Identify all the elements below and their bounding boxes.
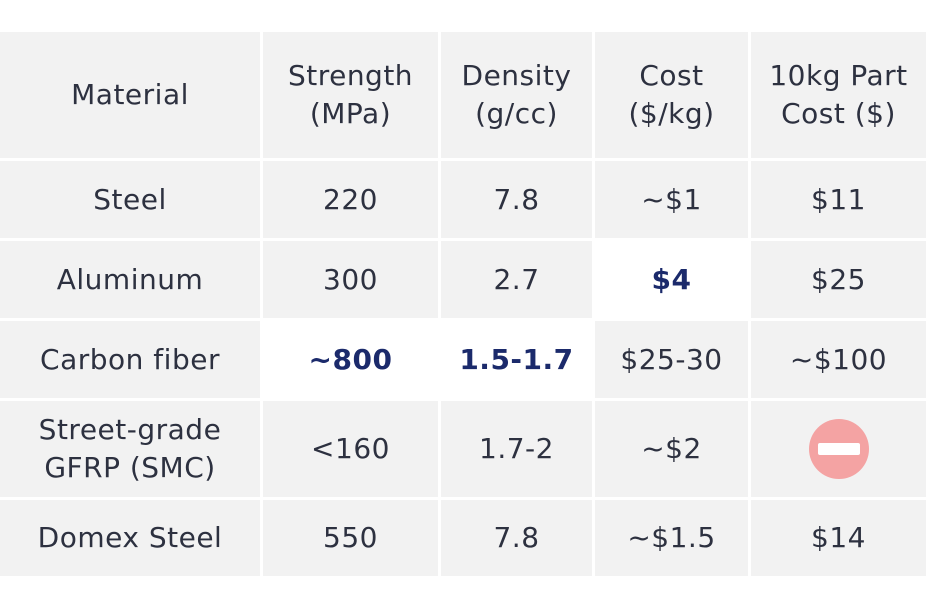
cell-text: <160: [311, 432, 390, 465]
cell-text: 1.5-1.7: [459, 342, 574, 376]
cell-text: 7.8: [493, 521, 540, 554]
no-entry-icon: [808, 419, 869, 479]
cell-text: $14: [811, 521, 866, 554]
table-cell: $25-30: [595, 321, 748, 398]
cell-text: 2.7: [493, 262, 540, 296]
cell-text: 10kg Part: [769, 59, 908, 92]
table-cell: Aluminum: [0, 241, 260, 318]
table-cell: $14: [751, 500, 926, 576]
cell-text: Street-grade: [38, 413, 222, 446]
cell-text: $11: [811, 182, 866, 216]
table-cell: <160: [263, 401, 438, 497]
cell-text: Cost: [639, 59, 704, 92]
cell-text: Domex Steel: [37, 521, 223, 554]
cell-text: ~$1.5: [627, 521, 716, 554]
header-cell: 10kg Part Cost ($): [751, 32, 926, 158]
cell-text: ~$1: [641, 182, 702, 216]
table-cell: 7.8: [441, 161, 592, 238]
cell-text: $25-30: [620, 342, 723, 376]
table-cell: 7.8: [441, 500, 592, 576]
cell-text: 1.7-2: [479, 432, 554, 465]
cell-text: 220: [323, 182, 378, 216]
table-cell: ~800: [263, 321, 438, 398]
table-cell: Carbon fiber: [0, 321, 260, 398]
cell-text: ~$100: [789, 342, 888, 376]
comparison-table: Material Strength (MPa) Density (g/cc) Cost ($…: [0, 32, 926, 576]
table-cell: [751, 401, 926, 497]
table-cell: ~$2: [595, 401, 748, 497]
cell-text: ~800: [308, 342, 393, 376]
header-cell: Material: [0, 32, 260, 158]
table-cell: 1.5-1.7: [441, 321, 592, 398]
table-cell: $25: [751, 241, 926, 318]
cell-text: ~$2: [641, 432, 702, 465]
cell-text: Aluminum: [56, 262, 204, 296]
cell-text: ($/kg): [628, 97, 715, 130]
cell-text: 550: [323, 521, 378, 554]
cell-text: Strength: [287, 59, 414, 92]
table-cell: 220: [263, 161, 438, 238]
table-cell: $11: [751, 161, 926, 238]
cell-text: 7.8: [493, 182, 540, 216]
cell-text: (MPa): [309, 97, 392, 130]
header-cell: Density (g/cc): [441, 32, 592, 158]
table-cell: 300: [263, 241, 438, 318]
cell-text: Steel: [93, 182, 167, 216]
cell-text: $4: [651, 262, 692, 296]
cell-text: Density: [461, 59, 572, 92]
cell-text: Material: [71, 78, 189, 111]
table-cell: ~$1: [595, 161, 748, 238]
table-cell: Domex Steel: [0, 500, 260, 576]
header-cell: Cost ($/kg): [595, 32, 748, 158]
table-cell: Street-grade GFRP (SMC): [0, 401, 260, 497]
cell-text: 300: [323, 262, 378, 296]
cell-text: GFRP (SMC): [44, 451, 216, 484]
table-cell: Steel: [0, 161, 260, 238]
cell-text: (g/cc): [475, 97, 558, 130]
cell-text: Cost ($): [781, 97, 896, 130]
table-cell: ~$1.5: [595, 500, 748, 576]
table-cell: ~$100: [751, 321, 926, 398]
table-cell: 1.7-2: [441, 401, 592, 497]
table-cell: $4: [595, 241, 748, 318]
table-cell: 2.7: [441, 241, 592, 318]
table-cell: 550: [263, 500, 438, 576]
cell-text: $25: [811, 262, 866, 296]
header-cell: Strength (MPa): [263, 32, 438, 158]
cell-text: Carbon fiber: [40, 342, 220, 376]
